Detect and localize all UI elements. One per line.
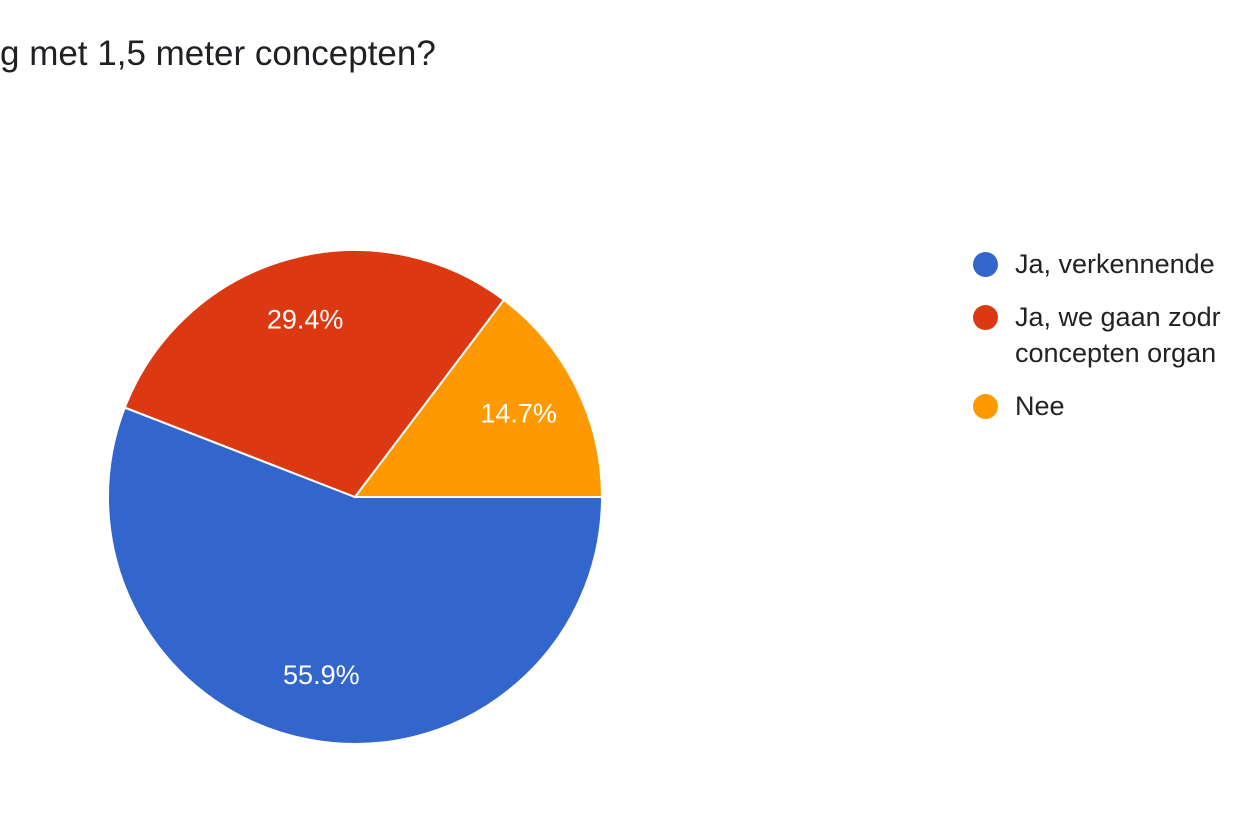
- pie-slice: [352, 298, 604, 498]
- data-label: 55.9%: [283, 660, 360, 690]
- legend-marker: [973, 394, 998, 419]
- data-label: 14.7%: [480, 399, 557, 429]
- data-label: 29.4%: [267, 304, 344, 334]
- legend-marker: [973, 305, 998, 330]
- legend-label: Nee: [1015, 391, 1065, 421]
- pie-slice: [107, 406, 604, 745]
- legend-label: Ja, verkennende: [1015, 249, 1215, 279]
- legend-label: Ja, we gaan zodr concepten organ: [1015, 302, 1221, 368]
- legend: Ja, verkennende Ja, we gaan zodr concepte…: [970, 246, 1260, 441]
- legend-marker: [973, 252, 998, 277]
- legend-item: Ja, we gaan zodr concepten organ: [970, 299, 1245, 371]
- legend-item: Ja, verkennende: [970, 246, 1245, 282]
- pie-slice: [123, 249, 506, 499]
- legend-item: Nee: [970, 388, 1245, 424]
- chart-title: g met 1,5 meter concepten?: [0, 34, 436, 73]
